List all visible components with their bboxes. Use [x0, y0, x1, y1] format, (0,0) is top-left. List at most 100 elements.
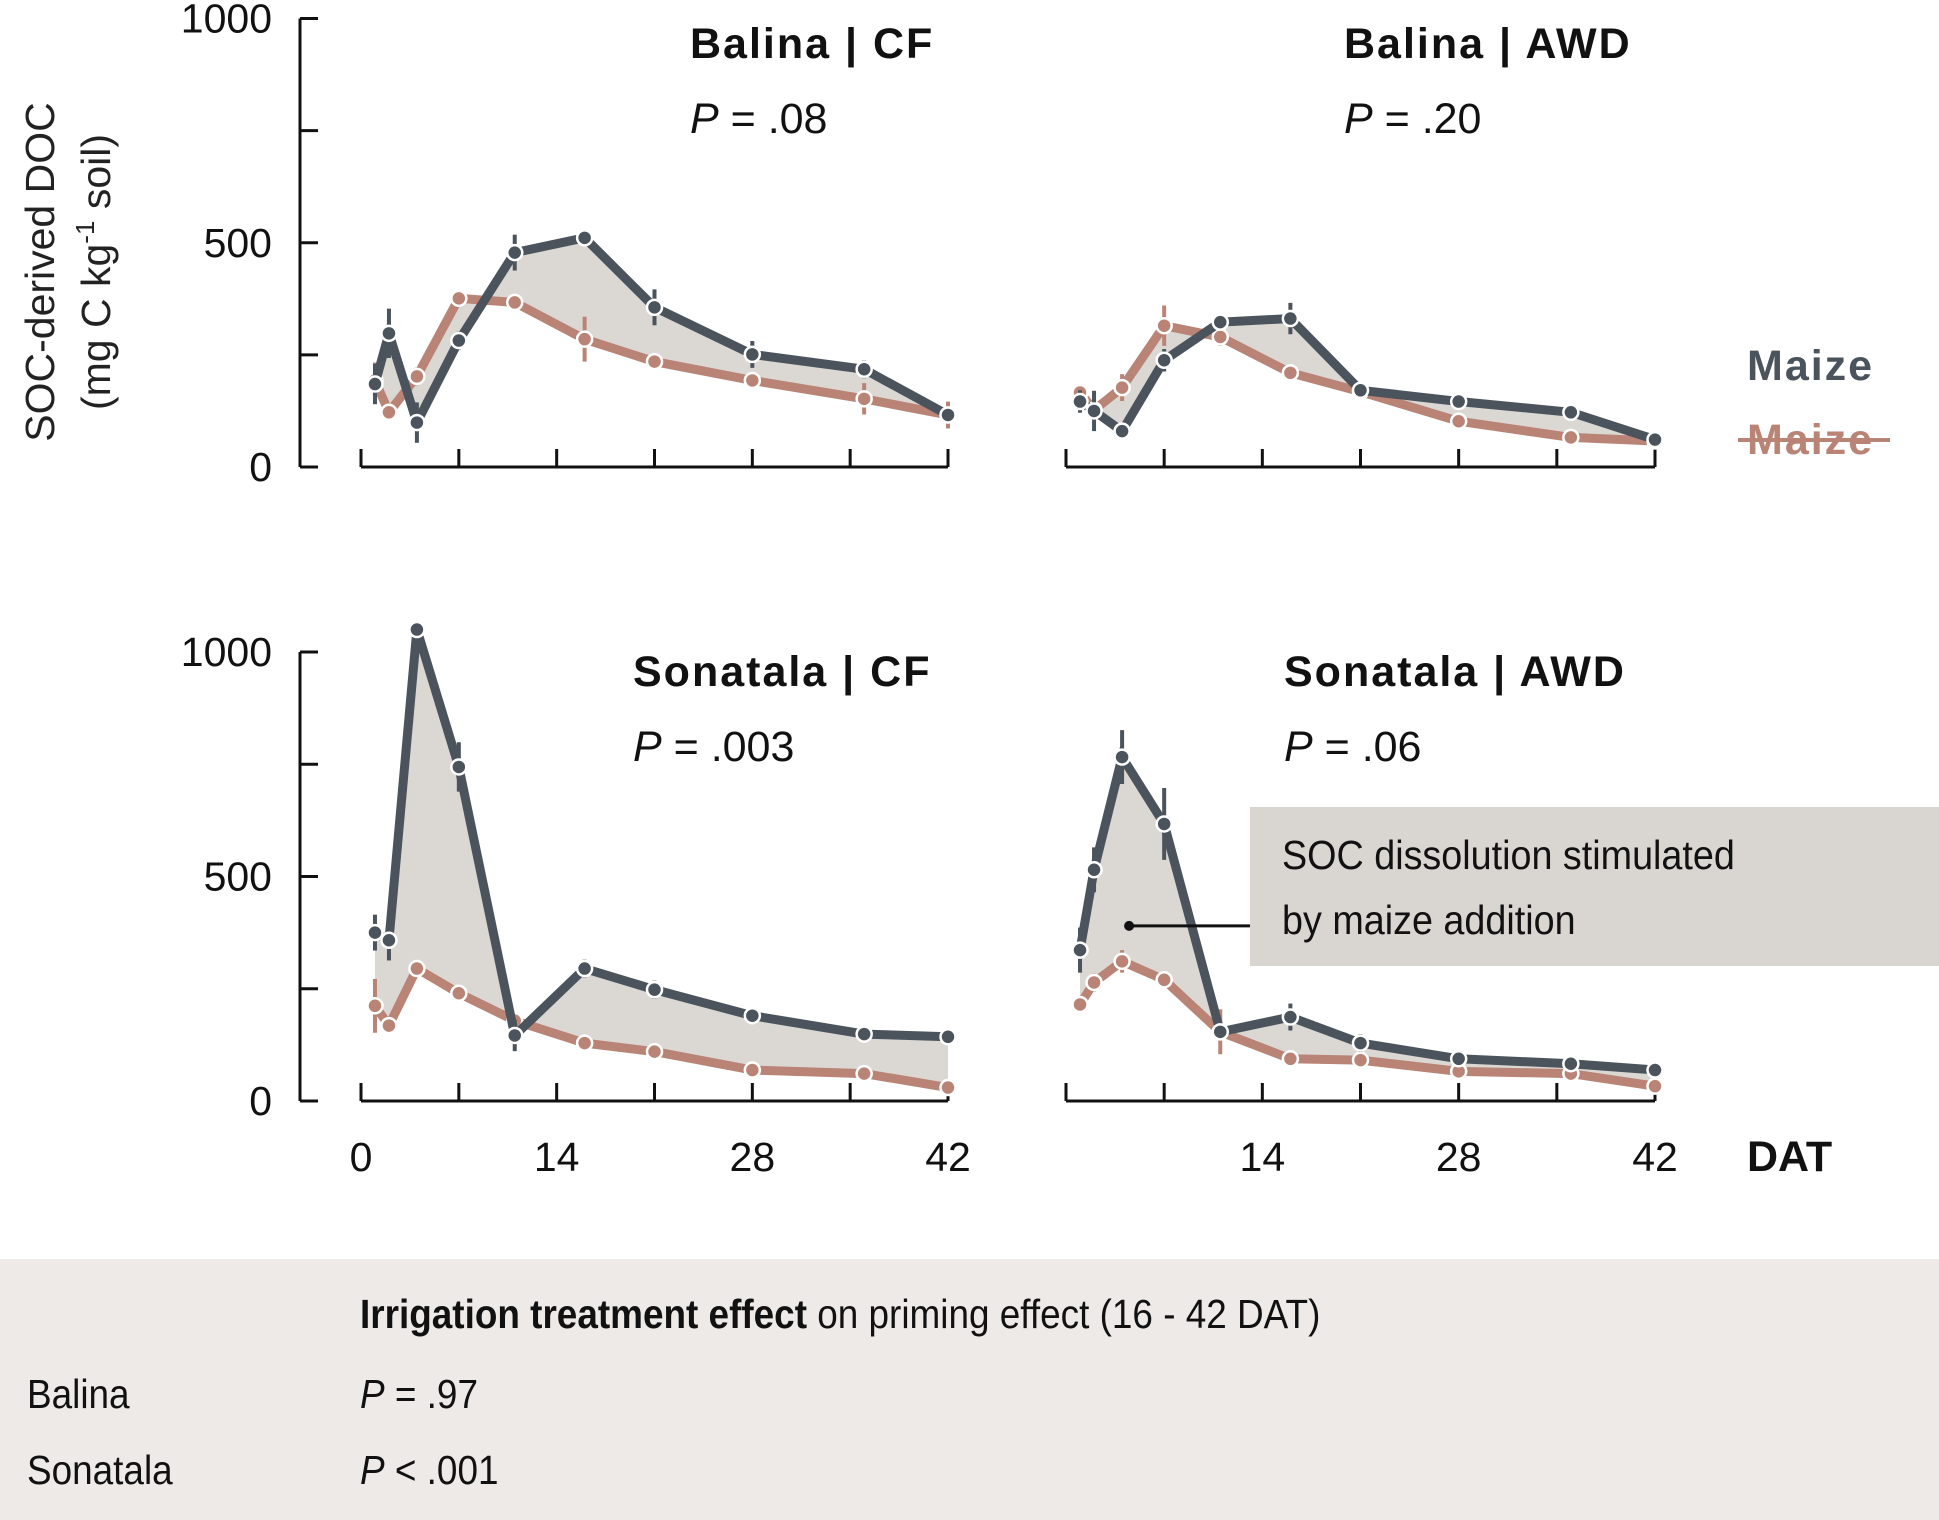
data-point	[1113, 422, 1131, 440]
data-point	[939, 1078, 957, 1097]
data-point	[575, 330, 594, 348]
y-axis-title-unit-sup: -1	[70, 221, 100, 244]
data-point	[855, 1025, 873, 1043]
x-tick-label: 14	[1240, 1134, 1286, 1180]
data-point	[645, 1042, 664, 1061]
data-point	[575, 959, 594, 978]
difference-area	[1080, 318, 1655, 441]
data-point	[1113, 952, 1131, 971]
data-point	[1155, 316, 1173, 335]
data-point	[645, 298, 664, 317]
data-point	[1646, 1077, 1664, 1095]
data-point	[380, 324, 398, 343]
data-point	[1211, 1023, 1230, 1041]
x-tick-label: 28	[1436, 1134, 1482, 1180]
data-point	[1449, 392, 1468, 411]
summary-row-label-balina: Balina	[27, 1371, 130, 1417]
p-symbol: P	[690, 95, 719, 143]
y-axis-title-unit-post: soil)	[73, 134, 119, 221]
series-line	[372, 628, 949, 1045]
data-point	[575, 1034, 594, 1052]
panel-p-value: P = .20	[1344, 95, 1481, 143]
summary-panel	[0, 1259, 1939, 1520]
data-point	[1211, 313, 1230, 331]
y-tick-label: 0	[249, 444, 272, 490]
data-point	[855, 360, 873, 378]
data-point	[855, 1064, 873, 1083]
data-point	[645, 980, 664, 999]
data-point	[1155, 351, 1173, 370]
data-point	[1071, 941, 1089, 959]
series-line	[371, 962, 949, 1092]
panel-title: Sonatala | CF	[633, 648, 931, 696]
p-symbol: P	[1344, 95, 1373, 143]
data-point	[366, 375, 384, 393]
series-maize	[366, 620, 957, 1052]
y-tick-label: 1000	[181, 629, 272, 675]
series-maize	[366, 229, 957, 443]
y-axis-title-line1: SOC-derived DOC	[17, 102, 63, 441]
data-point	[450, 984, 468, 1002]
data-layer	[366, 229, 1664, 1097]
data-point	[408, 367, 426, 386]
panel-title: Sonatala | AWD	[1284, 648, 1626, 696]
data-point	[408, 620, 426, 639]
data-point	[575, 229, 594, 247]
y-tick-label: 500	[204, 854, 272, 900]
y-tick-label: 0	[249, 1078, 272, 1124]
panel-balina-awd	[1071, 302, 1664, 450]
x-tick-label: 0	[350, 1134, 373, 1180]
data-point	[1646, 1061, 1664, 1079]
panel-sonatala-cf	[366, 620, 957, 1097]
series-line	[1076, 320, 1656, 446]
p-symbol: P	[1284, 723, 1313, 771]
data-point	[505, 1026, 524, 1045]
data-point	[1562, 1054, 1580, 1073]
data-point	[505, 243, 524, 262]
data-point	[1155, 971, 1173, 989]
p-value: < .001	[384, 1447, 499, 1493]
difference-area	[374, 237, 948, 423]
data-point	[1281, 1050, 1300, 1068]
data-point	[743, 1061, 762, 1079]
x-tick-label: 42	[1632, 1134, 1678, 1180]
data-point	[743, 1006, 762, 1025]
p-value: = .20	[1373, 95, 1482, 143]
data-point	[450, 289, 468, 308]
x-tick-label: 14	[534, 1134, 580, 1180]
p-value: = .08	[719, 95, 828, 143]
data-point	[1449, 412, 1468, 431]
annotation-text: SOC dissolution stimulated by maize addi…	[1282, 823, 1735, 953]
data-point	[645, 352, 664, 371]
series-line	[1075, 745, 1656, 1075]
data-point	[1351, 1051, 1370, 1069]
summary-row-label-sonatala: Sonatala	[27, 1447, 173, 1493]
data-point	[1281, 364, 1300, 382]
data-point	[450, 331, 468, 350]
data-point	[1085, 973, 1103, 992]
data-point	[1562, 428, 1580, 447]
data-point	[366, 923, 384, 942]
data-point	[1281, 309, 1300, 328]
data-point	[505, 293, 524, 312]
data-point	[408, 959, 426, 978]
summary-title-rest: on priming effect (16 - 42 DAT)	[806, 1291, 1321, 1337]
data-point	[1211, 328, 1230, 346]
data-point	[380, 931, 398, 950]
data-point	[408, 413, 426, 432]
p-value: = .97	[384, 1371, 478, 1417]
data-point	[366, 997, 384, 1015]
data-point	[1113, 748, 1131, 766]
data-point	[743, 371, 762, 390]
difference-area	[374, 629, 948, 1088]
data-point	[380, 403, 398, 422]
x-tick-label: 28	[730, 1134, 776, 1180]
panel-title: Balina | CF	[690, 20, 934, 68]
y-axis-title-unit-pre: (mg C kg	[73, 244, 119, 410]
data-point	[1085, 861, 1103, 879]
y-tick-label: 1000	[181, 0, 272, 42]
p-value: = .06	[1313, 723, 1422, 771]
text-layer: SOC-derived DOC (mg C kg-1 soil) DAT Mai…	[17, 0, 1890, 1181]
x-axis-title: DAT	[1747, 1133, 1832, 1181]
